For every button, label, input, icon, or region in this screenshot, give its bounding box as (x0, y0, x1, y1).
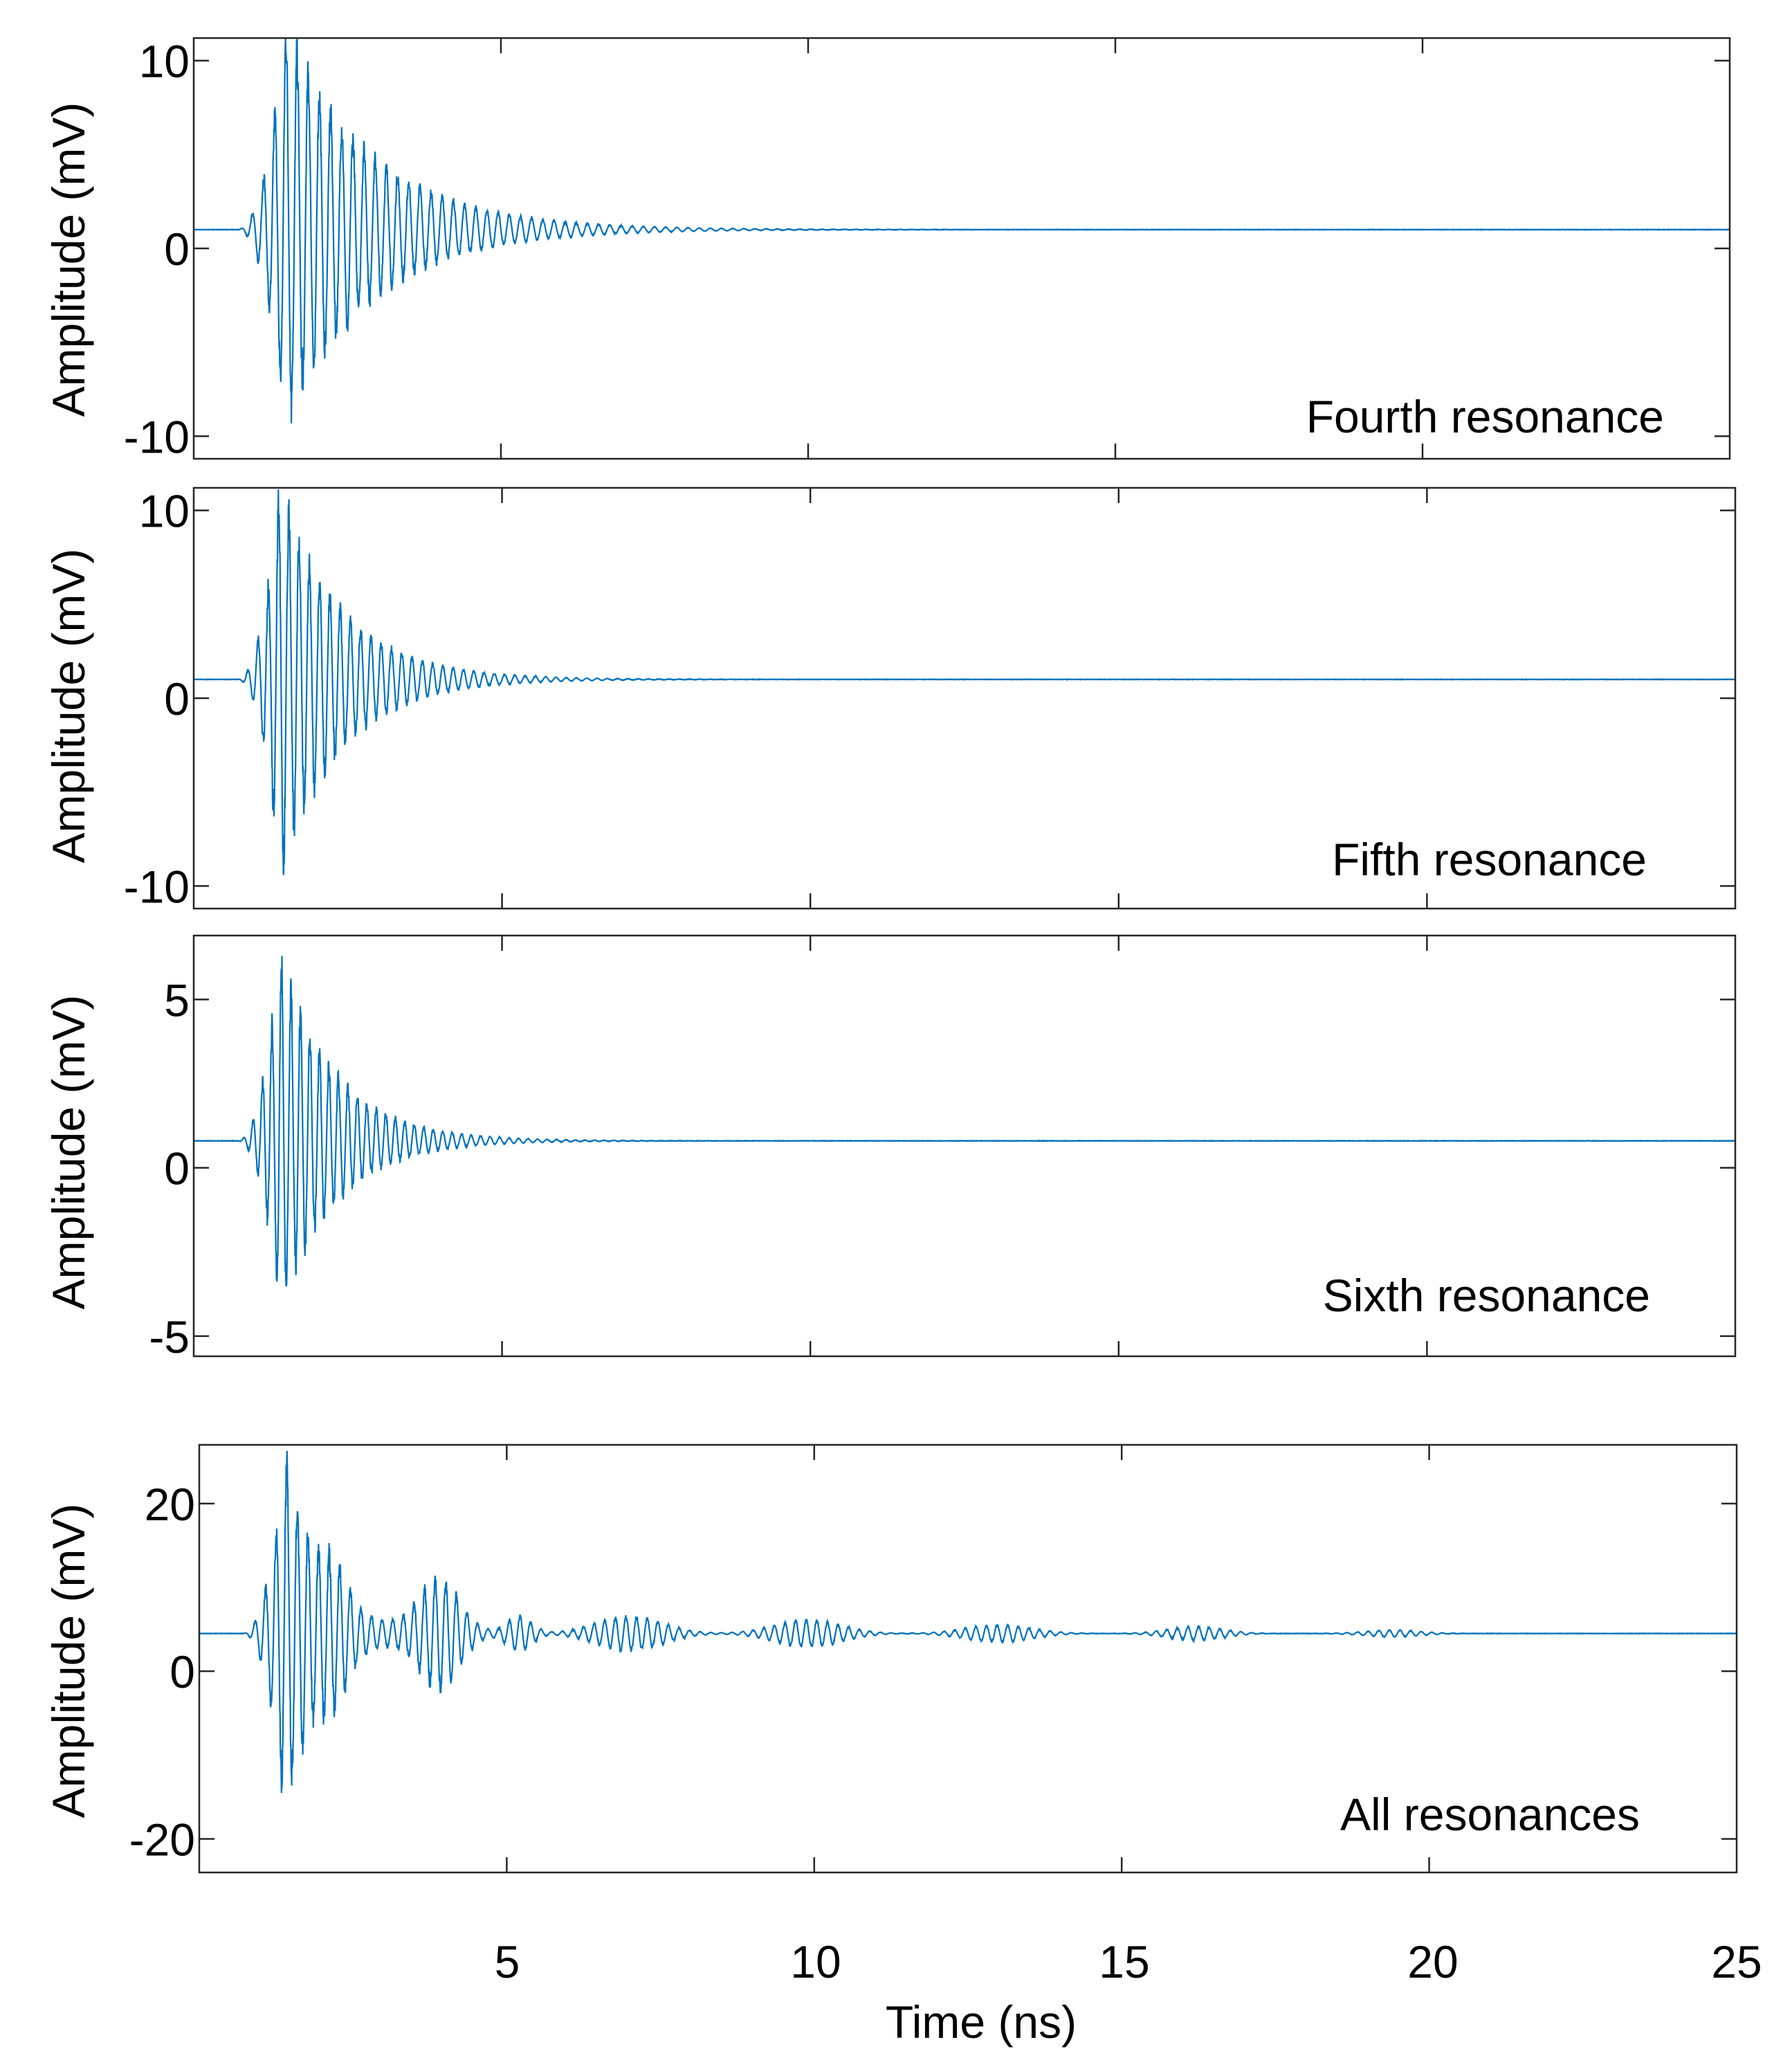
trace-line-4 (199, 1450, 1737, 1794)
y-tick-label: 0 (170, 1646, 195, 1697)
x-axis-label: Time (ns) (886, 1996, 1077, 2048)
y-tick-label: 0 (164, 224, 190, 275)
y-axis-label: Amplitude (mV) (43, 549, 94, 864)
y-tick-label: -10 (124, 411, 190, 462)
x-tick-label-25: 25 (1711, 1936, 1762, 1987)
panel-label: All resonances (1340, 1789, 1640, 1840)
y-tick-label: -10 (124, 861, 190, 912)
trace-line-2 (194, 489, 1735, 875)
y-tick-label: 20 (145, 1479, 195, 1530)
y-axis-label: Amplitude (mV) (43, 1504, 94, 1819)
panel-label: Fifth resonance (1332, 834, 1647, 885)
y-tick-label: 5 (164, 974, 190, 1026)
y-tick-label: 10 (139, 36, 190, 87)
panel-3: -5 0 5 Amplitude (mV) Sixth resonance (43, 934, 1737, 1362)
y-tick-label: 10 (139, 486, 190, 537)
x-tick-label-20: 20 (1407, 1936, 1458, 1987)
y-tick-label: -5 (149, 1311, 190, 1362)
x-tick-label-10: 10 (790, 1936, 841, 1987)
panel-1: -10 0 10 Amplitude (mV) Fourth resonance (43, 36, 1731, 462)
panels: -10 0 10 Amplitude (mV) Fourth resonance -10 0… (43, 36, 1738, 1874)
y-tick-label: 0 (164, 1143, 190, 1194)
panel-label: Sixth resonance (1323, 1270, 1650, 1321)
trace-line-1 (194, 38, 1730, 423)
panel-label: Fourth resonance (1306, 391, 1664, 442)
y-tick-label: -20 (129, 1814, 195, 1866)
y-axis-label: Amplitude (mV) (43, 102, 94, 417)
axes-frame-3 (192, 934, 1737, 1358)
trace-line-3 (194, 956, 1735, 1287)
y-tick-label: 0 (164, 673, 190, 724)
panel-2: -10 0 10 Amplitude (mV) Fifth resonance (43, 486, 1737, 912)
axes-frame-4 (198, 1443, 1738, 1874)
y-axis-label: Amplitude (mV) (43, 995, 94, 1310)
x-tick-label-5: 5 (495, 1936, 520, 1987)
x-tick-label-15: 15 (1099, 1936, 1149, 1987)
panel-4: -20 0 20 Amplitude (mV) All resonances (43, 1443, 1738, 1874)
